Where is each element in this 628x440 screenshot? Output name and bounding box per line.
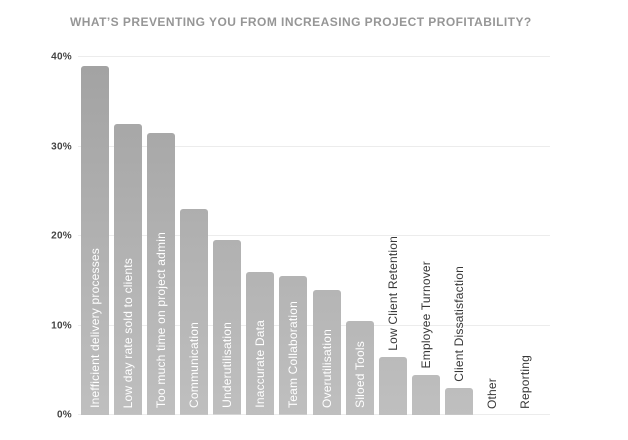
- bar-label: Employee Turnover: [418, 261, 433, 369]
- bar: Inaccurate Data: [246, 271, 275, 415]
- y-axis-tick-label: 20%: [51, 230, 72, 242]
- bar-slot: Reporting: [509, 57, 542, 415]
- bar-label: Team Collaboration: [286, 301, 301, 408]
- bar-label: Inaccurate Data: [253, 320, 268, 408]
- bar-slot: Employee Turnover: [409, 57, 442, 415]
- bar: Siloed Tools: [345, 321, 374, 415]
- bar: [378, 356, 407, 415]
- bar-slot: Other: [476, 57, 509, 415]
- bar: Overutilisation: [312, 289, 341, 415]
- bar-slot: Overutilisation: [310, 57, 343, 415]
- bar-slot: Team Collaboration: [277, 57, 310, 415]
- bar-label: Low day rate sold to clients: [120, 257, 135, 408]
- bar-label: Overutilisation: [319, 328, 334, 408]
- bar: Inefficient delivery processes: [80, 65, 109, 415]
- gridline: [78, 235, 550, 236]
- bar: Team Collaboration: [279, 276, 308, 415]
- bar: Low day rate sold to clients: [113, 124, 142, 415]
- bar-label: Underutilisation: [220, 322, 235, 408]
- plot-area: Inefficient delivery processes Low day ra…: [78, 56, 550, 415]
- bar-slot: Underutilisation: [211, 57, 244, 415]
- bar-slot: Low Client Retention: [376, 57, 409, 415]
- y-axis-tick-label: 30%: [51, 141, 72, 152]
- bar-label: Reporting: [518, 355, 533, 409]
- bar-slot: Siloed Tools: [343, 57, 376, 415]
- bar-slot: Client Dissatisfaction: [443, 57, 476, 415]
- bar: [445, 388, 474, 415]
- bar: Underutilisation: [213, 240, 242, 415]
- bar-slot: Inaccurate Data: [244, 57, 277, 415]
- y-axis-tick-label: 40%: [51, 51, 72, 63]
- bar-label: Communication: [186, 322, 201, 408]
- y-axis-tick-label: 0%: [56, 409, 72, 421]
- bar-label: Too much time on project admin: [153, 231, 168, 408]
- gridline: [78, 145, 550, 147]
- bar-label: Client Dissatisfaction: [452, 266, 467, 383]
- bar-slot: Communication: [177, 57, 210, 415]
- bar-label: Low Client Retention: [385, 236, 400, 351]
- y-axis-tick-label: 10%: [51, 320, 72, 331]
- bar-slot: Inefficient delivery processes: [78, 57, 111, 415]
- bar-label: Siloed Tools: [352, 341, 367, 408]
- chart-title: WHAT’S PREVENTING YOU FROM INCREASING PR…: [70, 15, 532, 29]
- bar-label: Inefficient delivery processes: [87, 248, 102, 408]
- bar-slot: Low day rate sold to clients: [111, 57, 144, 415]
- bar-label: Other: [485, 377, 500, 409]
- bar: Communication: [179, 209, 208, 415]
- bar: [411, 374, 440, 415]
- bar: Too much time on project admin: [146, 133, 175, 415]
- bar-slot: Too much time on project admin: [144, 57, 177, 415]
- gridline: [78, 56, 550, 57]
